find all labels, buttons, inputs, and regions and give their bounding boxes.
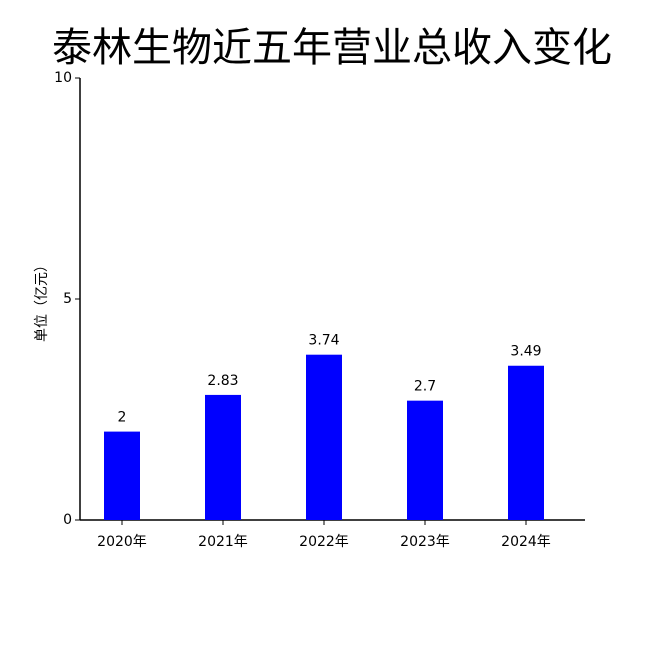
bar <box>205 394 241 520</box>
value-label: 2 <box>118 410 127 426</box>
chart-title: 泰林生物近五年营业总收入变化 <box>52 25 612 71</box>
y-axis-label: 单位（亿元） <box>34 258 50 342</box>
x-tick-label: 2021年 <box>198 534 248 550</box>
value-label: 2.7 <box>414 379 436 395</box>
x-tick-label: 2023年 <box>400 534 450 550</box>
bar <box>104 431 140 520</box>
value-label: 3.74 <box>308 333 339 349</box>
value-label: 3.49 <box>510 344 541 360</box>
y-tick-label: 10 <box>54 70 72 86</box>
y-tick-label: 0 <box>63 512 72 528</box>
x-tick-label: 2022年 <box>299 534 349 550</box>
value-label: 2.83 <box>207 373 238 389</box>
bar <box>508 365 544 520</box>
bar <box>407 400 443 520</box>
bar <box>306 354 342 520</box>
y-tick-label: 5 <box>63 291 72 307</box>
x-tick-label: 2024年 <box>501 534 551 550</box>
x-tick-label: 2020年 <box>97 534 147 550</box>
